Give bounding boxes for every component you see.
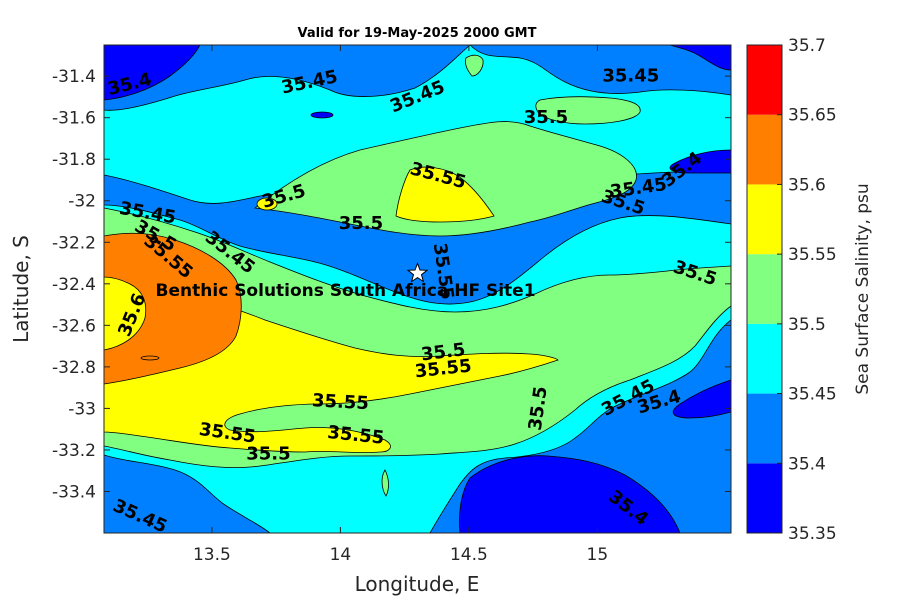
site-label: Benthic Solutions South Africa HF Site1 (156, 281, 536, 301)
colorbar-tick-label: 35.4 (788, 454, 826, 474)
colorbar-tick-label: 35.7 (788, 36, 826, 56)
y-tick-label: -31.6 (52, 109, 96, 129)
salinity-band-35.55 (395, 166, 495, 223)
y-tick-label: -33 (68, 399, 96, 419)
x-tick-label: 13.5 (193, 545, 231, 565)
colorbar-tick-label: 35.35 (788, 524, 837, 544)
y-tick-label: -33.4 (52, 482, 96, 502)
contour-label: 35.55 (311, 390, 369, 414)
colorbar-label: Sea Surface Salinity, psu (853, 183, 873, 394)
chart-title: Valid for 19-May-2025 2000 GMT (298, 26, 537, 41)
colorbar-tick-label: 35.6 (788, 175, 826, 195)
y-tick-label: -32 (68, 192, 96, 212)
colorbar-segment (747, 323, 782, 394)
salinity-band-35.35 (669, 45, 731, 71)
salinity-band-35.6 (104, 232, 242, 385)
salinity-band-35.6 (140, 355, 160, 361)
y-tick-label: -32.4 (52, 275, 96, 295)
salinity-band-35.5 (464, 54, 484, 77)
salinity-band-35.35 (672, 379, 731, 419)
colorbar-tick-label: 35.55 (788, 245, 837, 265)
colorbar-frame (746, 44, 783, 534)
salinity-band-35.4 (469, 45, 731, 96)
colorbar-segment (747, 184, 782, 255)
plot-frame (103, 44, 732, 534)
x-tick-label: 14.5 (450, 545, 488, 565)
colorbar-segment (747, 254, 782, 324)
x-axis: 13.5 14 14.5 15 (193, 45, 608, 565)
colorbar-segment (747, 45, 782, 115)
colorbar: 35.35 35.4 35.45 35.5 35.55 35.6 35.65 35.7 (746, 36, 837, 544)
colorbar-tick-label: 35.45 (788, 385, 837, 405)
contour-label: 35.5 (339, 213, 383, 234)
colorbar-tick-label: 35.65 (788, 106, 837, 126)
y-tick-label: -32.2 (52, 233, 96, 253)
contour-label: 35.5 (246, 444, 290, 465)
x-tick-label: 14 (330, 545, 352, 565)
salinity-band-35.5 (535, 96, 641, 125)
site-group: Benthic Solutions South Africa HF Site1 (156, 261, 536, 301)
y-tick-label: -32.8 (52, 358, 96, 378)
salinity-band-35.5 (381, 469, 389, 497)
contour-field (104, 45, 731, 533)
contour-label: 35.45 (602, 66, 659, 87)
y-tick-label: -31.4 (52, 67, 96, 87)
colorbar-segment (747, 114, 782, 185)
contour-label: 35.5 (524, 107, 568, 128)
x-tick-label: 15 (587, 545, 609, 565)
colorbar-segment (747, 463, 782, 533)
x-axis-label: Longitude, E (355, 572, 480, 596)
y-tick-label: -31.8 (52, 150, 96, 170)
salinity-band-35.35 (459, 455, 681, 533)
y-axis: -31.4 -31.6 -31.8 -32 -32.2 -32.4 -32.6 -32.8 -3… (52, 67, 731, 502)
salinity-band-35.35 (104, 45, 201, 101)
y-tick-label: -33.2 (52, 441, 96, 461)
salinity-band-35.35 (310, 111, 334, 119)
site-star-icon (406, 261, 429, 283)
salinity-band-35.55 (256, 197, 278, 211)
colorbar-segment (747, 393, 782, 464)
salinity-band-35.4 (104, 45, 471, 111)
y-tick-label: -32.6 (52, 316, 96, 336)
salinity-band-35.4 (104, 454, 271, 533)
y-axis-label: Latitude, S (9, 235, 33, 343)
colorbar-tick-label: 35.5 (788, 315, 826, 335)
salinity-band-35.35 (669, 149, 731, 174)
